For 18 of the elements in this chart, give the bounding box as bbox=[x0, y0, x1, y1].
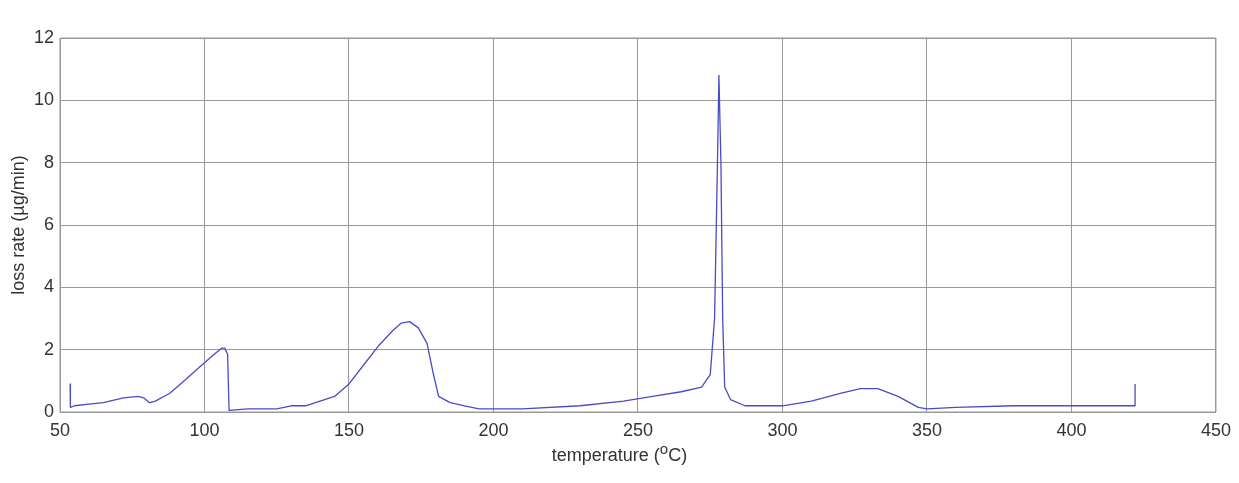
x-tick-label: 200 bbox=[478, 419, 509, 440]
y-tick-label: 10 bbox=[33, 89, 54, 110]
y-tick-label: 8 bbox=[43, 151, 54, 172]
y-tick-label: 12 bbox=[33, 26, 54, 47]
x-tick-label: 250 bbox=[622, 419, 654, 440]
x-tick-label: 50 bbox=[49, 419, 71, 440]
y-tick-label: 2 bbox=[43, 338, 54, 359]
y-tick-label: 4 bbox=[43, 276, 54, 297]
x-tick-label: 450 bbox=[1200, 419, 1232, 440]
y-axis-title: loss rate (µg/min) bbox=[7, 155, 29, 295]
x-tick-label: 100 bbox=[189, 419, 220, 440]
y-tick-label: 6 bbox=[43, 213, 54, 234]
x-tick-label: 350 bbox=[911, 419, 943, 440]
x-tick-label: 300 bbox=[767, 419, 798, 440]
x-axis-title: temperature ($^{o}$C) bbox=[550, 440, 689, 466]
y-tick-label: 0 bbox=[43, 400, 54, 421]
x-tick-label: 400 bbox=[1056, 419, 1087, 440]
x-tick-label: 150 bbox=[333, 419, 365, 440]
